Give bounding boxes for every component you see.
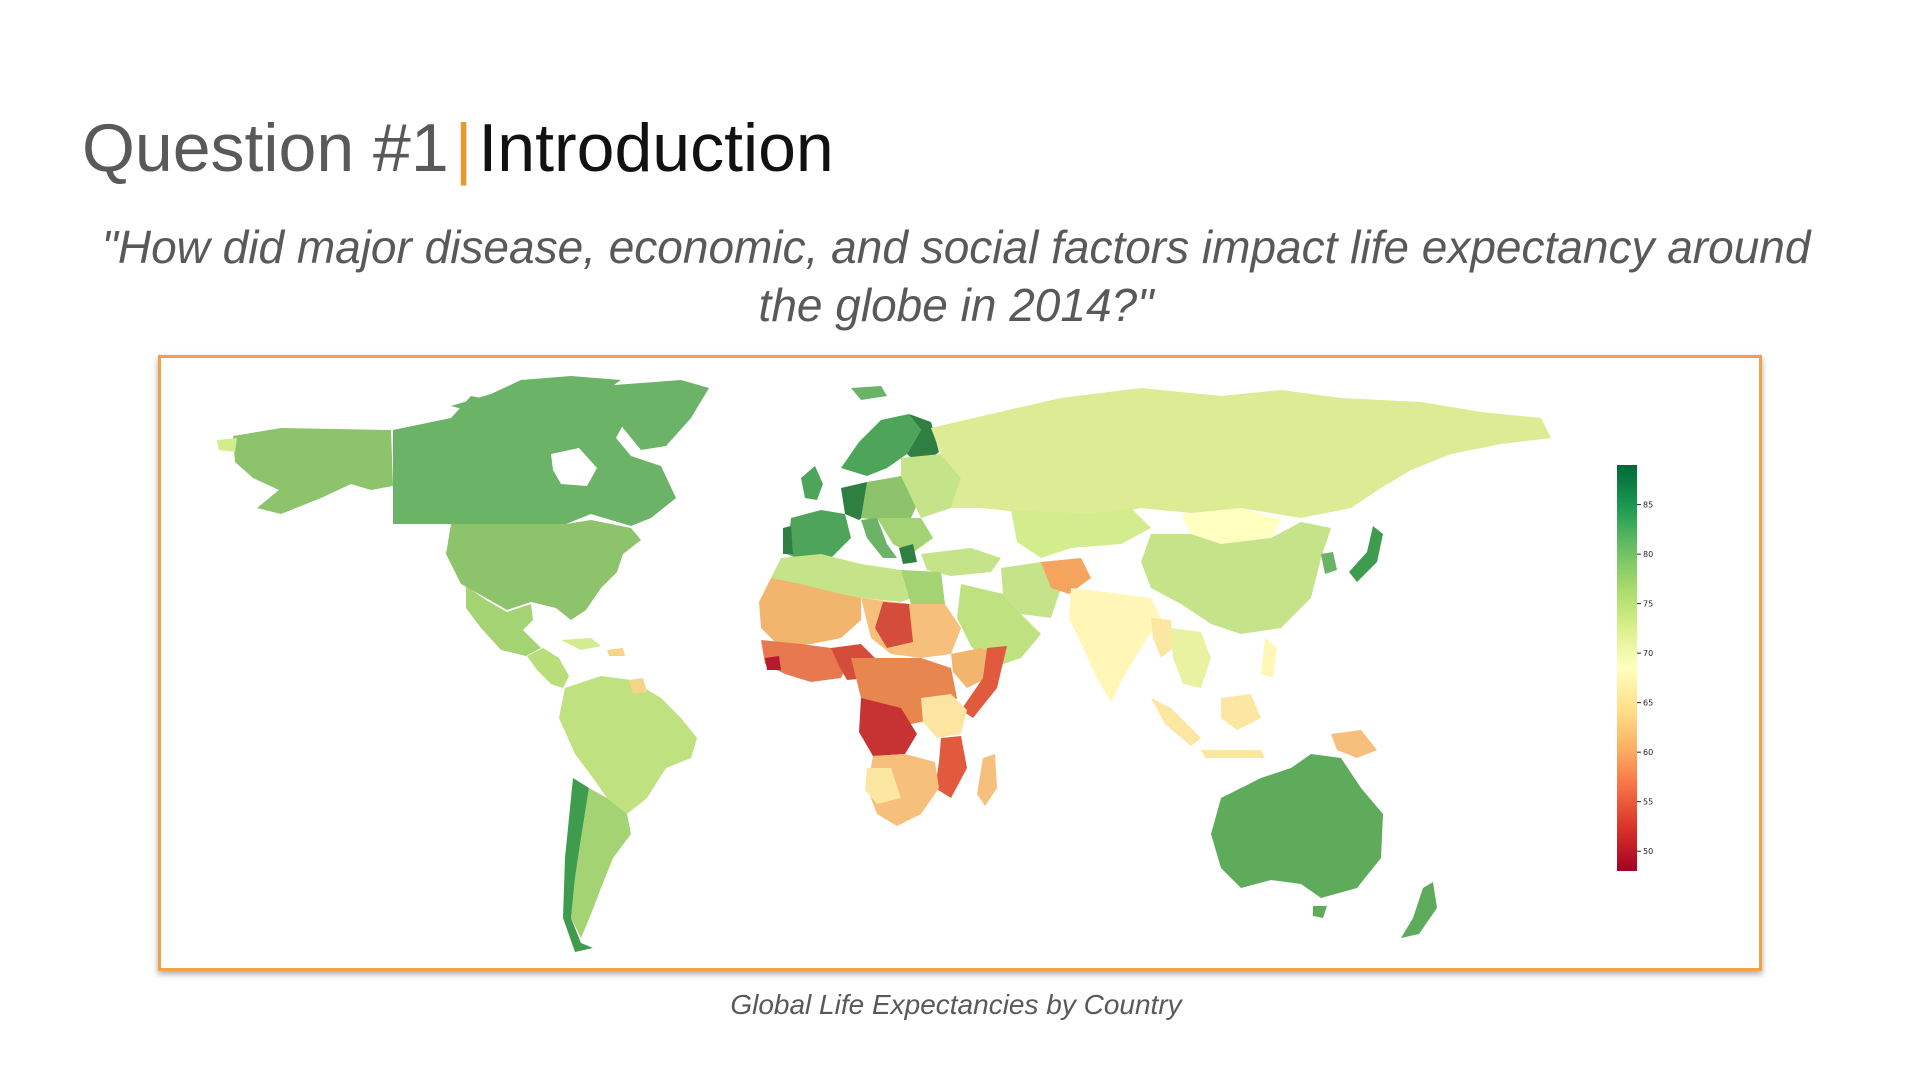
region-somalia: [961, 646, 1007, 718]
region-italy: [861, 518, 897, 558]
region-france-iberia: [787, 510, 851, 560]
region-chad: [875, 602, 913, 648]
region-canada: [393, 384, 676, 526]
region-caribbean-2: [607, 648, 625, 656]
region-alaska: [233, 428, 393, 514]
region-balkans: [877, 518, 933, 554]
region-namibia-botswana: [865, 768, 901, 804]
research-question-line-1: "How did major disease, economic, and so…: [101, 221, 1811, 273]
region-iran: [1001, 562, 1061, 618]
colorbar-tick-label: 70: [1643, 649, 1653, 658]
research-question: "How did major disease, economic, and so…: [40, 218, 1872, 334]
region-myanmar: [1151, 618, 1173, 658]
region-philippines: [1261, 638, 1277, 678]
region-iceland: [851, 386, 887, 400]
colorbar-tick-label: 75: [1643, 600, 1653, 609]
region-alaska-tip: [217, 438, 237, 452]
region-afghanistan: [1041, 558, 1091, 594]
region-turkey: [921, 548, 1001, 576]
region-papua-new-guinea: [1331, 730, 1377, 758]
region-kazakhstan: [1011, 508, 1151, 558]
title-topic: Introduction: [478, 110, 834, 186]
region-guiana: [629, 678, 647, 694]
title-separator: |: [454, 110, 473, 186]
map-caption: Global Life Expectancies by Country: [730, 989, 1182, 1020]
colorbar-tick-label: 65: [1643, 699, 1653, 708]
region-west-africa: [761, 640, 851, 682]
colorbar-tick-label: 60: [1643, 748, 1653, 757]
region-hudson-bay: [551, 448, 597, 486]
region-usa: [446, 520, 641, 620]
region-egypt: [901, 570, 945, 604]
choropleth-map-frame: 85 80 75 70 65 60 55 50: [158, 355, 1762, 971]
region-southeast-asia: [1171, 628, 1211, 688]
colorbar-tick-label: 85: [1643, 501, 1653, 510]
region-russia: [931, 388, 1551, 518]
region-portugal: [783, 526, 793, 554]
region-india: [1069, 588, 1161, 702]
region-chile: [563, 778, 593, 952]
colorbar-tick-label: 50: [1643, 847, 1653, 856]
region-uk: [801, 466, 823, 500]
region-eastern-europe: [901, 454, 961, 518]
region-mongolia: [1181, 508, 1281, 544]
region-arabia: [957, 584, 1041, 668]
region-australia: [1211, 754, 1383, 898]
region-new-zealand: [1401, 882, 1437, 938]
region-scandinavia: [841, 414, 921, 476]
region-sumatra: [1151, 698, 1201, 746]
region-japan: [1349, 526, 1383, 582]
region-caribbean: [561, 638, 601, 650]
region-greece: [899, 544, 917, 564]
region-south-america-north: [559, 676, 697, 814]
region-china: [1141, 522, 1331, 634]
region-sahel: [759, 578, 861, 648]
map-colorbar: 85 80 75 70 65 60 55 50: [1617, 465, 1653, 871]
region-finland: [907, 414, 939, 466]
colorbar-gradient: [1617, 465, 1637, 871]
research-question-line-2: the globe in 2014?": [758, 279, 1154, 331]
world-choropleth-map: 85 80 75 70 65 60 55 50: [217, 376, 1653, 952]
region-argentina: [571, 788, 631, 938]
region-mexico: [466, 586, 541, 656]
region-canada-islands: [451, 376, 621, 414]
colorbar-tick-label: 80: [1643, 550, 1653, 559]
slide-title: Question #1|Introduction: [82, 108, 834, 188]
title-question-number: Question #1: [82, 110, 449, 186]
region-java: [1201, 750, 1265, 758]
colorbar-tick-label: 55: [1643, 798, 1653, 807]
region-tasmania: [1313, 906, 1327, 918]
region-greenland: [601, 380, 709, 450]
region-borneo: [1221, 694, 1261, 730]
region-korea: [1321, 552, 1337, 574]
region-angola-drc: [859, 698, 917, 756]
colorbar-ticks: 85 80 75 70 65 60 55 50: [1637, 501, 1653, 856]
region-central-europe: [861, 476, 921, 520]
region-mozambique: [935, 736, 967, 798]
region-sierra-leone: [765, 656, 781, 670]
region-central-america: [527, 648, 569, 688]
region-east-africa: [921, 694, 967, 738]
region-madagascar: [977, 754, 997, 806]
